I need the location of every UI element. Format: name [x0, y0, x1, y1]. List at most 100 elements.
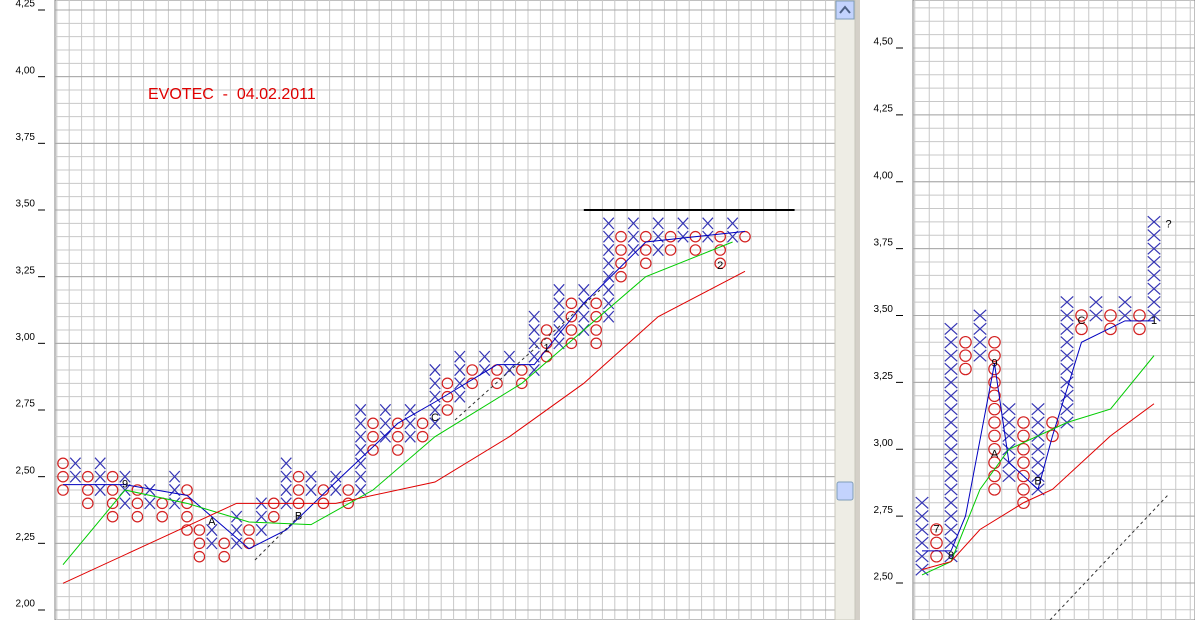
x-column [973, 309, 987, 362]
o-symbol [106, 510, 119, 523]
o-column [193, 524, 206, 563]
x-column [944, 322, 958, 563]
o-symbol [57, 470, 69, 483]
trend-line [454, 289, 601, 421]
scrollbar[interactable] [834, 0, 856, 620]
x-symbol [578, 283, 590, 297]
x-symbol [627, 217, 640, 230]
y-tick-label: 2,75 [874, 505, 894, 516]
o-symbol [57, 457, 69, 470]
left-panel: 2,00 2,25 2,50 2,75 3,00 3,25 3,50 3,75 4,00 4,25… [16, 0, 836, 620]
o-symbol [267, 510, 280, 523]
annotation: A [208, 516, 216, 528]
scroll-up-button[interactable] [835, 0, 855, 20]
x-symbol [354, 457, 367, 470]
o-symbol [1046, 429, 1059, 443]
o-symbol [292, 484, 305, 496]
o-symbol [714, 230, 726, 243]
o-symbol [416, 417, 429, 430]
o-symbol [131, 484, 144, 496]
x-symbol [280, 457, 292, 470]
o-column [714, 230, 726, 270]
x-symbol [144, 497, 156, 510]
x-symbol [230, 510, 243, 523]
x-column [677, 217, 689, 243]
y-tick-label: 3,00 [874, 438, 894, 449]
x-symbol [652, 243, 664, 257]
x-symbol [379, 430, 392, 443]
x-symbol [69, 457, 82, 470]
x-column [454, 350, 466, 403]
x-symbol [602, 283, 615, 297]
o-symbol [590, 337, 602, 350]
o-column [1017, 416, 1030, 510]
x-symbol [429, 363, 441, 377]
x-column [330, 470, 342, 497]
x-symbol [404, 430, 416, 443]
x-symbol [1089, 295, 1103, 309]
o-symbol [615, 257, 627, 270]
x-symbol [528, 310, 540, 323]
x-symbol [553, 310, 565, 323]
y-tick-label: 3,00 [16, 332, 36, 343]
x-symbol [702, 217, 714, 230]
x-symbol [230, 537, 243, 550]
o-symbol [466, 377, 478, 390]
annotation: 2 [717, 260, 723, 272]
o-symbol [590, 310, 602, 323]
x-symbol [602, 270, 615, 283]
x-symbol [119, 497, 131, 510]
o-symbol [416, 430, 429, 443]
o-symbol [243, 524, 255, 536]
annotation: 1 [544, 343, 550, 355]
y-tick-label: 4,25 [874, 104, 894, 115]
o-symbol [988, 362, 1001, 376]
x-symbol [1060, 389, 1074, 402]
o-symbol [988, 335, 1001, 349]
right-panel: 2,50 2,75 3,00 3,25 3,50 3,75 4,00 4,25 4,50 7 8 9 A… [874, 0, 1195, 620]
o-symbol [1104, 322, 1117, 336]
x-symbol [144, 483, 156, 497]
x-symbol [1118, 295, 1132, 309]
x-symbol [1002, 469, 1016, 483]
x-symbol [652, 217, 664, 230]
o-column [218, 537, 230, 563]
x-symbol [280, 470, 292, 483]
average-line [62, 270, 746, 584]
x-symbol [553, 297, 565, 310]
y-tick-label: 3,25 [16, 265, 36, 276]
o-symbol [82, 470, 94, 483]
o-column [342, 484, 354, 510]
annotation: 7 [933, 523, 939, 535]
o-column [1046, 416, 1059, 443]
o-symbol [988, 483, 1001, 496]
x-symbol [726, 217, 739, 230]
x-symbol [528, 337, 540, 350]
annotation: B [1034, 475, 1041, 487]
x-symbol [1147, 229, 1161, 242]
x-symbol [944, 322, 958, 336]
o-symbol [342, 484, 354, 496]
o-column [391, 417, 404, 456]
x-symbol [915, 523, 929, 536]
o-symbol [156, 510, 168, 523]
o-symbol [988, 429, 1001, 443]
x-symbol [627, 230, 640, 243]
x-column [702, 217, 714, 243]
x-symbol [255, 523, 268, 537]
x-symbol [94, 483, 106, 497]
average-line [922, 320, 1154, 552]
x-symbol [1147, 295, 1161, 309]
x-column [305, 470, 317, 497]
scroll-thumb[interactable] [836, 481, 854, 501]
annotation: C [431, 412, 439, 424]
x-symbol [528, 323, 540, 337]
average-line [921, 403, 1155, 571]
x-symbol [944, 523, 958, 536]
x-symbol [944, 456, 958, 469]
o-symbol [1017, 469, 1030, 483]
o-symbol [181, 524, 193, 536]
x-symbol [944, 362, 958, 376]
o-symbol [930, 536, 943, 550]
